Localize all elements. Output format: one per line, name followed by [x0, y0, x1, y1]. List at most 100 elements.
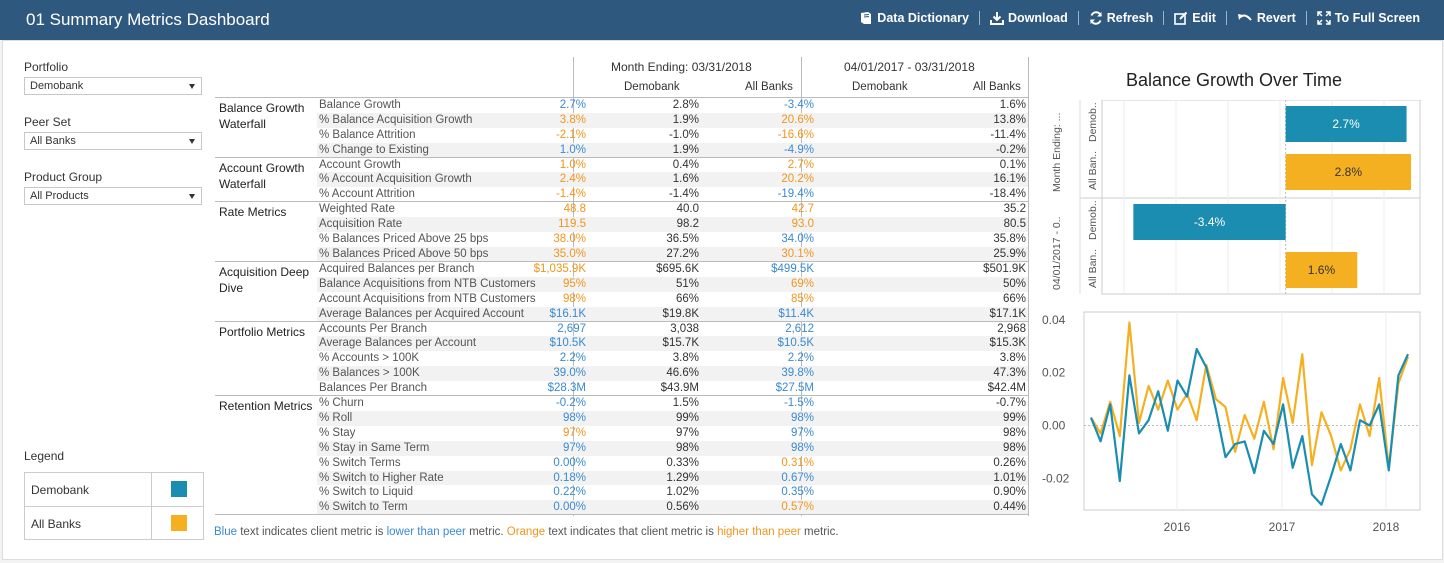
table-row[interactable]: % Switch Terms 0.00% 0.33% 0.31% 0.26%	[317, 456, 1028, 471]
metric-name: % Churn	[319, 397, 364, 409]
metric-value: $19.8K	[662, 307, 699, 320]
table-row[interactable]: % Balances Priced Above 50 bps 35.0% 27.2%…	[317, 246, 1028, 262]
table-row[interactable]: Account Acquisitions from NTB Customers 9…	[317, 292, 1028, 307]
table-row[interactable]: Balances Per Branch $28.3M $43.9M $27.5M $42…	[317, 381, 1028, 396]
metric-value: 1.0%	[559, 158, 586, 171]
metric-value: -1.0%	[668, 128, 699, 141]
data-dictionary-label: Data Dictionary	[877, 11, 969, 25]
metric-group: Retention Metrics % Churn -0.2% 1.5% -1.5% -0…	[215, 395, 1028, 516]
table-row[interactable]: Acquisition Rate 119.5 98.2 93.0 80.5	[317, 217, 1028, 233]
metric-value: 93.0	[791, 218, 814, 231]
table-row[interactable]: % Churn -0.2% 1.5% -1.5% -0.7%	[317, 396, 1028, 411]
col-demobank-2: Demobank	[852, 81, 908, 93]
legend-item-all-banks[interactable]: All Banks	[25, 507, 203, 540]
table-row[interactable]: % Stay 97% 97% 97% 98%	[317, 426, 1028, 441]
table-row[interactable]: % Switch to Liquid 0.22% 1.02% 0.35% 0.90%	[317, 485, 1028, 500]
product-group-select[interactable]: All Products	[24, 187, 202, 205]
metric-value: -3.4%	[783, 99, 814, 111]
metric-name: Weighted Rate	[319, 203, 395, 216]
metric-name: Acquired Balances per Branch	[319, 262, 475, 275]
table-row[interactable]: Weighted Rate 48.8 40.0 42.7 35.2	[317, 202, 1028, 217]
table-row[interactable]: Balance Growth 2.7% 2.8% -3.4% 1.6%	[317, 98, 1028, 113]
metric-name: Balances Per Branch	[319, 382, 428, 395]
revert-button[interactable]: Revert	[1231, 11, 1302, 25]
peer-set-label: Peer Set	[24, 115, 71, 129]
portfolio-select[interactable]: Demobank	[24, 77, 202, 95]
metric-value: $43.9M	[660, 382, 699, 395]
metric-value: -1.5%	[783, 397, 814, 409]
metric-name: % Stay in Same Term	[319, 441, 430, 454]
table-row[interactable]: % Balances > 100K 39.0% 46.6% 39.8% 47.3%	[317, 366, 1028, 382]
bar-data-label: -3.4%	[1194, 215, 1226, 229]
metric-value: 39.8%	[781, 367, 814, 380]
metric-value: -0.2%	[555, 397, 586, 409]
metric-value: 0.22%	[553, 486, 586, 499]
period2-header: 04/01/2017 - 03/31/2018	[844, 60, 975, 74]
metric-value: -2.1%	[555, 128, 586, 141]
table-row[interactable]: % Stay in Same Term 97% 98% 98% 98%	[317, 440, 1028, 456]
bar	[1285, 154, 1412, 190]
metric-name: Balance Growth	[319, 99, 401, 111]
table-row[interactable]: % Balance Attrition -2.1% -1.0% -16.6% -11.4…	[317, 128, 1028, 143]
x-tick-label: 2018	[1373, 520, 1400, 534]
fullscreen-icon	[1317, 11, 1331, 25]
table-row[interactable]: Accounts Per Branch 2,697 3,038 2,612 2,968	[317, 322, 1028, 337]
full-screen-button[interactable]: To Full Screen	[1311, 11, 1426, 25]
edit-button[interactable]: Edit	[1168, 11, 1222, 25]
metric-value: 98%	[675, 441, 699, 454]
metric-value: 30.1%	[781, 247, 814, 260]
metric-value: 50%	[1002, 277, 1026, 290]
table-row[interactable]: % Account Acquisition Growth 2.4% 1.6% 20.2…	[317, 172, 1028, 188]
table-row[interactable]: Balance Acquisitions from NTB Customers 9…	[317, 276, 1028, 292]
edit-label: Edit	[1192, 11, 1216, 25]
period1-header: Month Ending: 03/31/2018	[611, 60, 752, 74]
metric-value: 0.1%	[999, 158, 1026, 171]
metric-value: 51%	[675, 277, 699, 290]
y-tick-label: 0.02	[1042, 366, 1066, 380]
peer-set-select[interactable]: All Banks	[24, 132, 202, 150]
full-screen-label: To Full Screen	[1334, 11, 1420, 25]
metric-value: 1.5%	[672, 397, 699, 409]
metric-value: 95%	[562, 277, 586, 290]
table-row[interactable]: % Balances Priced Above 25 bps 38.0% 36.5%…	[317, 232, 1028, 247]
table-row[interactable]: % Accounts > 100K 2.2% 3.8% 2.2% 3.8%	[317, 351, 1028, 366]
metric-name: Account Growth	[319, 158, 401, 171]
table-row[interactable]: Acquired Balances per Branch $1,035.9K $69…	[317, 262, 1028, 277]
legend-title: Legend	[24, 449, 65, 463]
bar	[1285, 252, 1358, 288]
metric-value: -11.4%	[990, 128, 1026, 141]
metric-value: 119.5	[558, 218, 586, 231]
metric-name: Acquisition Rate	[319, 218, 403, 231]
table-row[interactable]: % Switch to Higher Rate 0.18% 1.29% 0.67% 1.…	[317, 470, 1028, 486]
metric-value: 0.4%	[672, 158, 699, 171]
metric-value: -18.4%	[989, 188, 1026, 201]
legend-swatch	[171, 481, 187, 497]
data-dictionary-button[interactable]: Data Dictionary	[853, 11, 975, 25]
edit-icon	[1174, 11, 1188, 25]
metric-value: $28.3M	[547, 382, 586, 395]
table-row[interactable]: Average Balances per Acquired Account $16…	[317, 306, 1028, 322]
revert-icon	[1237, 14, 1252, 21]
table-row[interactable]: % Switch to Term 0.00% 0.56% 0.57% 0.44%	[317, 500, 1028, 516]
metric-name: % Balance Attrition	[319, 128, 416, 141]
table-row[interactable]: % Change to Existing 1.0% 1.9% -4.9% -0.2%	[317, 142, 1028, 158]
metric-value: 2.2%	[787, 352, 814, 365]
table-row[interactable]: Account Growth 1.0% 0.4% 2.7% 0.1%	[317, 158, 1028, 173]
bar-category-label: Demob..	[1087, 102, 1099, 142]
metric-value: 0.56%	[666, 501, 699, 514]
metric-value: 3.8%	[559, 113, 586, 126]
balance-growth-bar-chart: Month Ending: ... Demob.. 2.7% All Ban.. 2.8…	[1051, 100, 1421, 295]
table-row[interactable]: % Account Attrition -1.4% -1.4% -19.4% -18.4…	[317, 187, 1028, 202]
download-button[interactable]: Download	[984, 11, 1074, 25]
metric-value: 27.2%	[666, 247, 699, 260]
metric-name: % Switch to Liquid	[319, 486, 413, 499]
refresh-button[interactable]: Refresh	[1083, 11, 1160, 25]
legend-item-demobank[interactable]: Demobank	[25, 473, 203, 507]
metric-name: % Change to Existing	[319, 143, 429, 156]
portfolio-value: Demobank	[30, 80, 84, 92]
table-row[interactable]: Average Balances per Account $10.5K $15.7K…	[317, 336, 1028, 352]
metric-value: 66%	[1002, 292, 1026, 305]
table-row[interactable]: % Balance Acquisition Growth 3.8% 1.9% 20.6…	[317, 112, 1028, 128]
table-row[interactable]: % Roll 98% 99% 98% 99%	[317, 410, 1028, 426]
col-demobank-1: Demobank	[624, 81, 680, 93]
